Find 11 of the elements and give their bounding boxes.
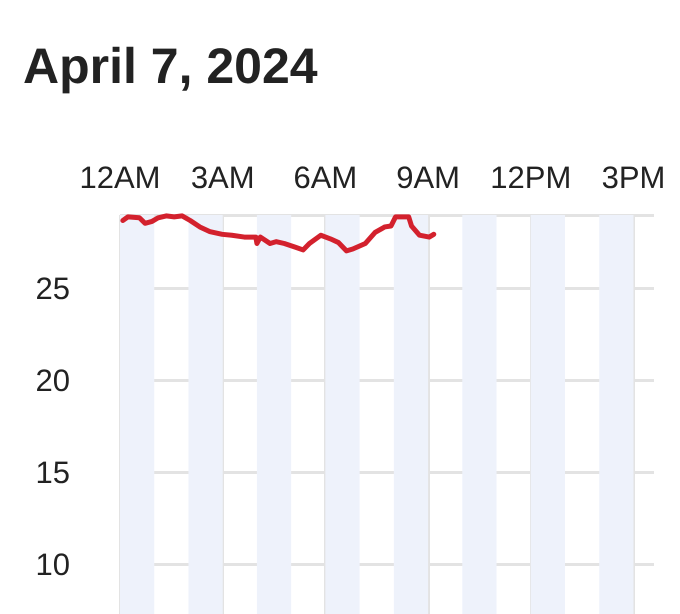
x-tick-label: 6AM xyxy=(294,160,358,195)
y-tick-label: 20 xyxy=(36,362,70,398)
x-tick-label: 3AM xyxy=(190,160,255,195)
chart-title: April 7, 2024 xyxy=(23,38,318,94)
y-tick-label: 25 xyxy=(36,271,70,306)
x-tick-label: 3PM xyxy=(602,160,666,195)
y-tick-label: 10 xyxy=(36,546,70,582)
x-tick-label: 9AM xyxy=(396,160,460,195)
y-tick-label: 15 xyxy=(36,454,70,490)
x-tick-label: 12PM xyxy=(490,160,572,195)
x-tick-label: 12AM xyxy=(80,160,160,195)
